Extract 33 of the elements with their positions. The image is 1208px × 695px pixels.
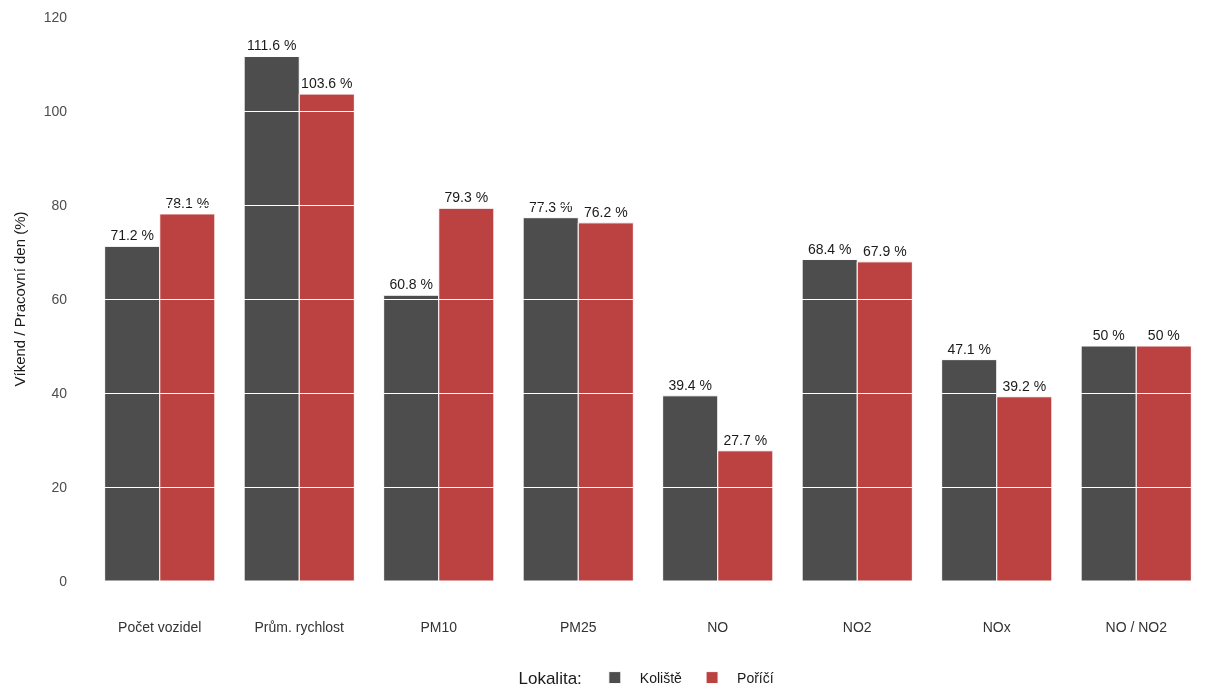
y-tick-label: 60 (51, 290, 68, 307)
data-label: 79.3 % (444, 189, 489, 206)
y-tick-label: 120 (43, 8, 68, 25)
data-label: 50 % (1092, 327, 1125, 343)
x-tick-label: NO2 (842, 619, 872, 635)
x-tick-label: Počet vozidel (118, 619, 202, 635)
x-tick-label: NOx (982, 619, 1011, 635)
data-label: 50 % (1147, 327, 1180, 343)
y-tick-label: 40 (51, 384, 68, 401)
data-label: 60.8 % (389, 276, 433, 293)
y-tick-label: 20 (51, 478, 68, 495)
data-label: 27.7 % (723, 431, 768, 448)
x-tick-label: PM10 (420, 619, 458, 635)
x-tick-label: PM25 (559, 619, 597, 635)
data-label: 47.1 % (947, 340, 991, 357)
data-label: 39.2 % (1002, 377, 1047, 394)
y-tick-label: 100 (43, 102, 68, 119)
x-tick-label: Prům. rychlost (254, 619, 345, 635)
y-tick-label: 0 (59, 572, 68, 589)
data-label: 68.4 % (807, 240, 852, 257)
data-label: 103.6 % (301, 75, 353, 92)
data-label: 111.6 % (247, 37, 297, 54)
y-tick-label: 80 (51, 196, 68, 213)
legend-label: Koliště (639, 670, 683, 687)
x-tick-label: NO / NO2 (1105, 619, 1168, 635)
legend-title: Lokalita: (518, 669, 582, 689)
data-label: 71.2 % (110, 227, 154, 244)
legend-label: Poříčí (737, 670, 774, 687)
data-label: 67.9 % (863, 242, 907, 259)
data-label: 76.2 % (584, 203, 628, 220)
y-axis-title: Víkend / Pracovní den (%) (10, 211, 28, 387)
x-tick-label: NO (707, 619, 729, 635)
data-label: 39.4 % (668, 376, 712, 393)
